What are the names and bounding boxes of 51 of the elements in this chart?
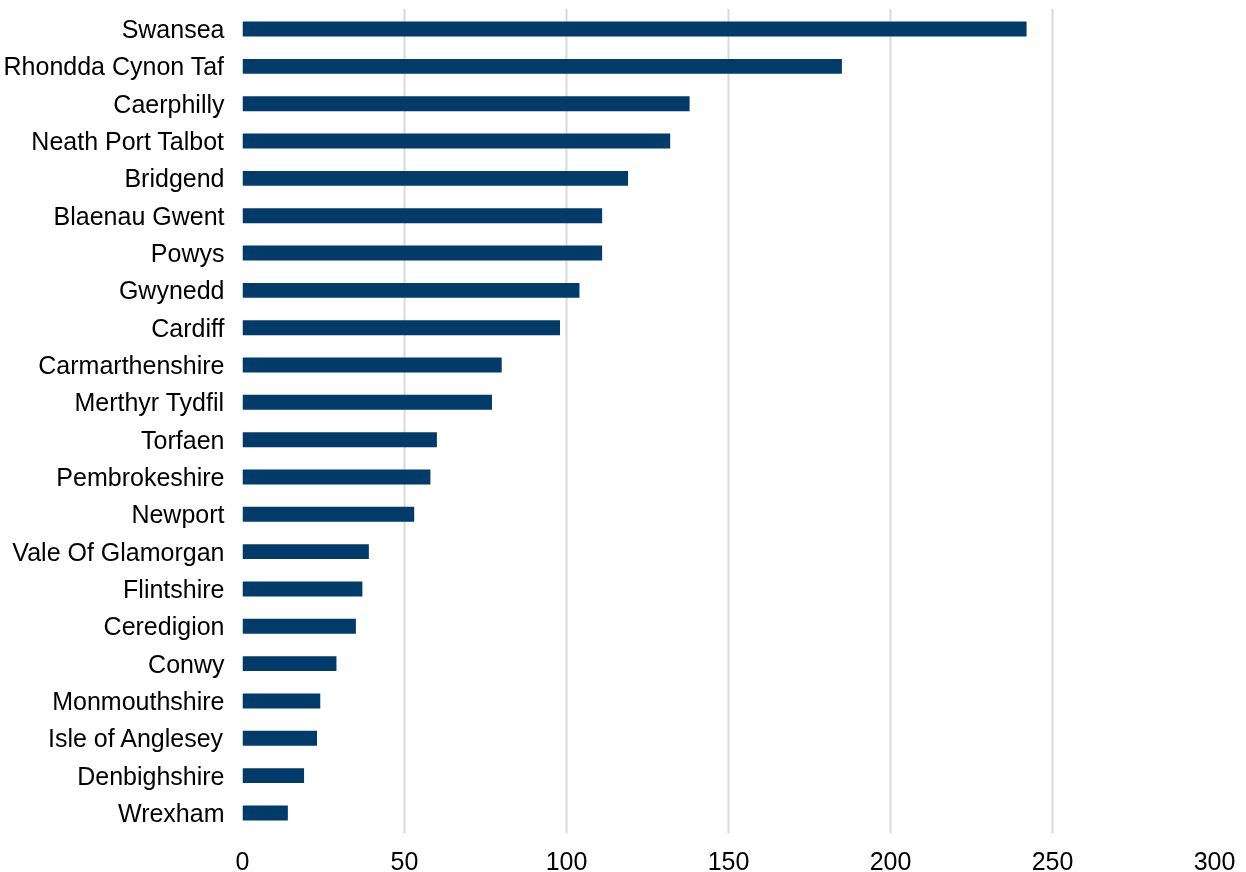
- y-tick-label: Blaenau Gwent: [53, 201, 225, 230]
- y-tick-label: Carmarthenshire: [38, 351, 225, 379]
- bar: [242, 133, 671, 149]
- bar: [242, 320, 561, 336]
- bar: [242, 768, 305, 784]
- bar: [242, 469, 431, 485]
- bar: [242, 432, 437, 448]
- y-tick-label: Wrexham: [117, 798, 225, 827]
- bar: [242, 21, 1027, 37]
- x-tick-label: 50: [390, 846, 419, 872]
- bar: [242, 208, 603, 224]
- y-tick-label: Denbighshire: [77, 761, 225, 790]
- bar: [242, 805, 288, 821]
- y-tick-label: Vale Of Glamorgan: [12, 537, 225, 566]
- x-tick-label: 250: [1031, 846, 1074, 872]
- bar: [242, 394, 492, 410]
- y-tick-label: Caerphilly: [113, 89, 225, 118]
- y-tick-label: Torfaen: [141, 425, 225, 454]
- y-tick-label: Pembrokeshire: [56, 463, 225, 491]
- bar: [242, 730, 318, 746]
- x-tick-label: 300: [1193, 846, 1236, 872]
- y-tick-label: Isle of Anglesey: [48, 724, 224, 753]
- y-tick-label: Neath Port Talbot: [31, 127, 225, 156]
- y-tick-label: Newport: [131, 500, 225, 529]
- bar: [242, 506, 415, 522]
- x-tick-label: 100: [545, 846, 588, 872]
- y-tick-label: Gwynedd: [118, 276, 225, 305]
- bar: [242, 544, 369, 560]
- bar: [242, 693, 321, 709]
- y-tick-label: Cardiff: [151, 313, 225, 342]
- bar: [242, 282, 580, 298]
- y-tick-label: Merthyr Tydfil: [74, 388, 225, 417]
- bar: [242, 245, 603, 261]
- x-tick-label: 200: [869, 846, 912, 872]
- bar: [242, 581, 363, 597]
- bar: [242, 58, 842, 74]
- x-tick-label: 150: [707, 846, 750, 872]
- bar: [242, 357, 502, 373]
- y-tick-label: Bridgend: [124, 164, 225, 193]
- y-tick-label: Flintshire: [123, 574, 225, 603]
- y-tick-label: Powys: [150, 239, 225, 268]
- y-tick-label: Conwy: [148, 649, 225, 678]
- bar: [242, 96, 690, 112]
- x-tick-label: 0: [235, 846, 250, 872]
- y-tick-label: Ceredigion: [103, 612, 225, 641]
- bar: [242, 170, 629, 186]
- bar: [242, 618, 356, 634]
- y-tick-label: Rhondda Cynon Taf: [3, 52, 225, 81]
- bar: [242, 656, 337, 672]
- y-tick-label: Monmouthshire: [52, 686, 225, 715]
- y-tick-label: Swansea: [121, 15, 225, 44]
